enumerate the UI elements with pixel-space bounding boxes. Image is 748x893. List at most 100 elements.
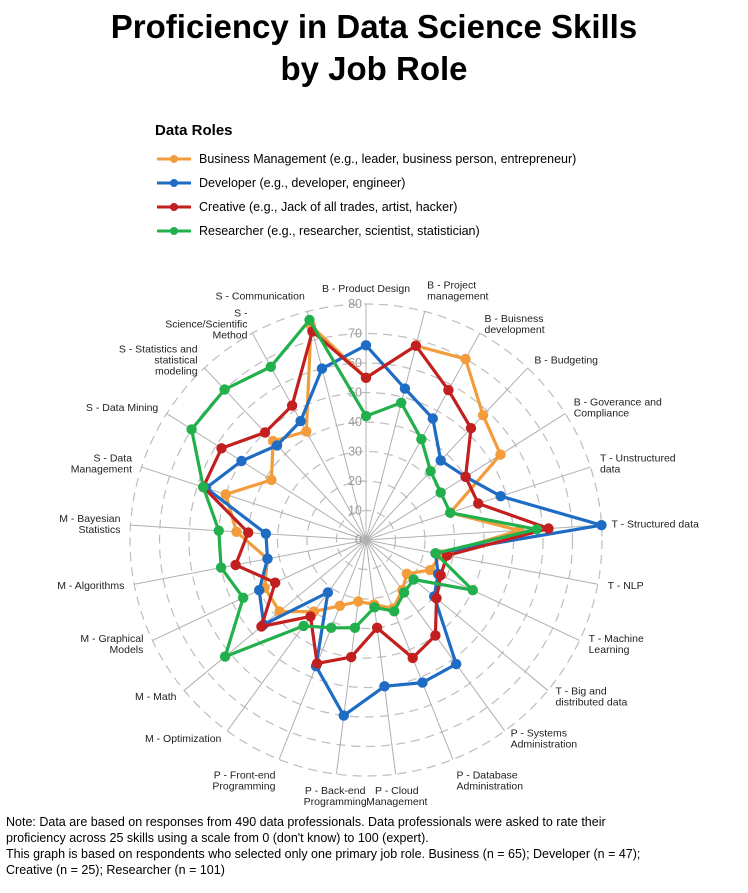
data-point-p-systems-administration [430, 630, 441, 641]
data-point-t-machine-learning [435, 570, 446, 581]
data-point-s-data-mining [186, 424, 197, 435]
category-label-p-systems-administration: P - Systems Administration [511, 728, 578, 751]
legend-swatch [157, 179, 191, 187]
category-label-b-budgeting: B - Budgeting [534, 355, 598, 367]
data-point-b-project-management [399, 383, 411, 394]
category-label-p-database-administration: P - Database Administration [457, 770, 524, 793]
data-point-b-budgeting [425, 466, 436, 477]
footnote-line-4: Creative (n = 25); Researcher (n = 101) [6, 863, 225, 877]
data-point-t-structured-data [531, 524, 542, 535]
r-tick-label: 40 [348, 415, 362, 429]
data-point-m-bayesian-statistics [213, 525, 224, 536]
footnote-line-3: This graph is based on respondents who s… [6, 847, 641, 861]
data-point-p-systems-administration [398, 587, 410, 598]
data-point-t-structured-data [543, 523, 554, 534]
data-point-t-unstructured-data [445, 507, 456, 518]
category-label-s-data-mining: S - Data Mining [86, 402, 159, 414]
data-point-b-project-management [410, 340, 422, 351]
data-point-p-cloud-management [369, 602, 380, 613]
spoke-p-cloud-management [365, 539, 397, 775]
category-label-s-science-scientific-method: S -Science/Scientific Method [165, 307, 248, 341]
r-tick-label: 0 [355, 533, 362, 547]
spoke-m-math [183, 539, 367, 691]
spoke-b-budgeting [365, 367, 528, 541]
data-point-p-systems-administration [451, 658, 462, 670]
data-point-b-budgeting [477, 410, 489, 421]
legend-title: Data Roles [155, 122, 233, 139]
data-point-p-back-end-programming [349, 622, 361, 633]
legend-label: Creative (e.g., Jack of all trades, arti… [199, 200, 458, 214]
category-label-b-project-management: B - Project management [427, 280, 488, 303]
category-label-t-unstructured-data: T - Unstructured data [600, 452, 676, 475]
data-point-p-back-end-programming [353, 596, 364, 607]
grid-ring [276, 450, 456, 630]
spoke-s-communication [306, 311, 367, 541]
data-point-b-budgeting [435, 455, 446, 466]
legend: Data Roles Business Management (e.g., le… [155, 122, 635, 243]
data-point-s-data-mining [216, 443, 227, 454]
spoke-m-algorithms [134, 539, 367, 585]
data-point-t-unstructured-data [473, 498, 484, 509]
legend-label: Business Management (e.g., leader, busin… [199, 152, 577, 166]
data-point-b-buisness-development [460, 353, 471, 365]
legend-items: Business Management (e.g., leader, busin… [155, 147, 635, 243]
category-label-t-nlp: T - NLP [608, 580, 644, 592]
data-point-p-front-end-programming [326, 622, 337, 633]
series-developer [200, 340, 607, 721]
footnote-line-2: proficiency across 25 skills using a sca… [6, 831, 429, 845]
data-point-m-optimization [322, 587, 334, 598]
category-label-t-big-and-distributed-data: T - Big and distributed data [556, 685, 628, 708]
data-point-t-machine-learning [424, 564, 436, 576]
category-label-s-statistics-and-statistical-modeling: S - Statistics and statistical modeling [119, 344, 198, 378]
category-label-s-communication: S - Communication [216, 291, 305, 303]
data-point-s-statistics-and-statistical-modeling [271, 440, 283, 451]
r-tick-label: 80 [348, 297, 362, 311]
spoke-s-data-mining [166, 413, 367, 541]
data-point-s-communication [304, 314, 315, 326]
data-point-t-big-and-distributed-data [401, 568, 413, 579]
legend-swatch [157, 227, 191, 235]
category-label-m-math: M - Math [135, 691, 177, 703]
data-point-s-statistics-and-statistical-modeling [259, 427, 271, 438]
chart-title-line-1: Proficiency in Data Science Skills [110, 8, 638, 45]
data-point-b-product-design [360, 410, 372, 422]
data-point-t-big-and-distributed-data [408, 574, 419, 585]
data-point-s-data-mining [266, 474, 277, 486]
category-label-b-product-design: B - Product Design [322, 283, 410, 295]
data-point-b-buisness-development [427, 413, 438, 424]
data-point-b-product-design [360, 340, 372, 351]
spoke-t-big-and-distributed-data [365, 539, 549, 691]
spoke-p-front-end-programming [278, 539, 367, 760]
legend-item: Creative (e.g., Jack of all trades, arti… [155, 195, 635, 219]
category-label-m-graphical-models: M - Graphical Models [80, 633, 143, 656]
data-point-b-product-design [360, 372, 372, 383]
legend-swatch [157, 203, 191, 211]
series-creative [198, 326, 554, 669]
data-point-b-goverance-and-compliance [460, 471, 471, 482]
category-label-m-bayesian-statistics: M - Bayesian Statistics [59, 513, 120, 536]
data-point-m-graphical-models [254, 585, 265, 596]
data-point-m-bayesian-statistics [260, 528, 272, 539]
data-point-m-algorithms [215, 562, 227, 573]
legend-swatch [157, 155, 191, 163]
spoke-s-data-management [141, 466, 367, 541]
data-point-s-statistics-and-statistical-modeling [219, 384, 230, 395]
category-label-s-data-management: S - Data Management [71, 452, 132, 475]
data-point-b-goverance-and-compliance [495, 449, 506, 460]
data-point-p-cloud-management [379, 681, 390, 692]
category-label-t-structured-data: T - Structured data [612, 519, 700, 531]
category-labels: B - Product Design B - Project management B… [57, 280, 699, 808]
data-point-t-big-and-distributed-data [431, 593, 442, 604]
legend-item: Developer (e.g., developer, engineer) [155, 171, 635, 195]
legend-item: Business Management (e.g., leader, busin… [155, 147, 635, 171]
data-point-s-science-scientific-method [301, 426, 312, 437]
series-line [224, 324, 521, 614]
data-point-b-goverance-and-compliance [435, 487, 446, 498]
data-point-m-graphical-models [238, 592, 249, 603]
data-point-s-data-mining [236, 455, 247, 467]
data-point-p-front-end-programming [334, 600, 346, 611]
data-point-t-structured-data [596, 520, 607, 531]
data-point-s-science-scientific-method [295, 415, 306, 427]
category-label-m-optimization: M - Optimization [145, 733, 222, 745]
data-point-m-graphical-models [270, 577, 281, 588]
